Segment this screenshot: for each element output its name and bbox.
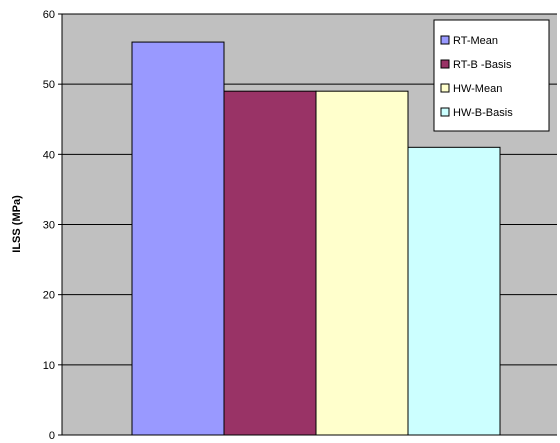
y-axis-ticks: 0 10 20 30 40 50 60: [43, 9, 62, 442]
legend-swatch: [440, 107, 450, 117]
legend-swatch: [440, 35, 450, 45]
bars: [131, 41, 501, 436]
legend-label: RT-B -Basis: [453, 59, 512, 71]
legend-swatch: [440, 83, 450, 93]
bar: [131, 41, 225, 436]
bar: [223, 90, 317, 436]
legend: RT-Mean RT-B -Basis HW-Mean HW-B-Basis: [433, 19, 550, 132]
bar: [407, 146, 501, 436]
legend-label: HW-B-Basis: [453, 107, 513, 119]
y-axis-title: ILSS (MPa): [11, 195, 23, 253]
y-tick-label: 50: [43, 79, 55, 91]
y-tick-label: 20: [43, 290, 55, 302]
legend-swatch: [440, 59, 450, 69]
legend-label: RT-Mean: [453, 35, 498, 47]
legend-label: HW-Mean: [453, 83, 502, 95]
y-tick-label: 40: [43, 149, 55, 161]
y-tick-label: 60: [43, 9, 55, 21]
y-tick-label: 10: [43, 360, 55, 372]
legend-box: [433, 19, 550, 132]
y-tick-label: 0: [49, 430, 55, 442]
y-tick-label: 30: [43, 220, 55, 232]
bar: [315, 90, 409, 436]
